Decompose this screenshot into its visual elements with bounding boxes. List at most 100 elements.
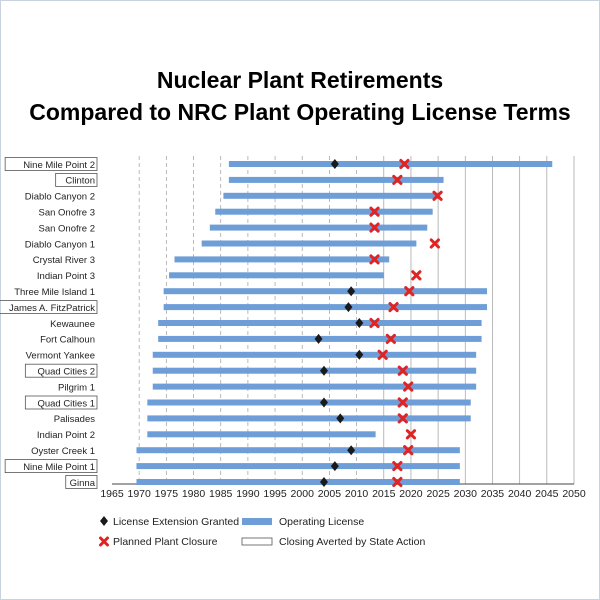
license-bar — [163, 288, 488, 295]
extension-marker — [319, 397, 328, 408]
closure-marker — [369, 317, 380, 329]
plant-row: Diablo Canyon 2 — [25, 190, 443, 203]
closure-stroke — [429, 238, 440, 249]
license-bar — [228, 176, 444, 183]
x-tick-label: 2040 — [508, 488, 532, 500]
x-tick-label: 2005 — [318, 488, 342, 500]
plant-label: San Onofre 2 — [38, 223, 95, 234]
plant-row: Crystal River 3 — [33, 254, 390, 266]
averted-box — [55, 172, 98, 187]
plant-row: Palisades — [54, 413, 471, 425]
license-bar — [169, 272, 384, 279]
closure-stroke — [369, 206, 380, 217]
extension-marker — [330, 159, 339, 169]
closure-stroke — [432, 190, 443, 201]
plant-rows: Nine Mile Point 2 Clinton Diablo Canyon 2 S… — [0, 157, 553, 489]
x-tick-label: 1990 — [236, 488, 260, 500]
license-bar — [147, 399, 471, 406]
chart-title-line-2: Compared to NRC Plant Operating License … — [29, 99, 571, 125]
x-tick-labels: 1965 1970 1975 1980 1985 1990 1995 2000 2005 2010… — [100, 488, 586, 500]
license-bar — [152, 383, 477, 390]
plant-label: Vermont Yankee — [26, 351, 95, 362]
closure-marker — [404, 286, 415, 297]
plant-label: Indian Point 3 — [37, 271, 95, 282]
plant-row: Nine Mile Point 1 — [4, 459, 460, 474]
closure-stroke — [403, 381, 414, 392]
chart-title: Nuclear Plant Retirements Compared to NR… — [0, 64, 600, 128]
closure-stroke — [397, 365, 408, 376]
averted-box — [65, 475, 98, 489]
plant-label: Clinton — [65, 176, 95, 187]
license-bar — [163, 304, 488, 311]
x-tick-label: 2020 — [399, 488, 423, 500]
plant-row: Fort Calhoun — [40, 333, 482, 346]
x-tick-label: 1985 — [209, 488, 233, 500]
plant-label: Kewaunee — [50, 319, 95, 330]
closure-marker — [397, 397, 408, 408]
plant-row: Oyster Creek 1 — [31, 445, 460, 457]
closure-stroke — [411, 270, 422, 281]
plant-label: Indian Point 2 — [37, 430, 95, 441]
closure-marker — [403, 381, 414, 392]
plant-label: Quad Cities 2 — [37, 367, 95, 378]
legend-extension-label: License Extension Granted — [113, 516, 239, 528]
averted-box — [4, 459, 98, 474]
plant-label: Pilgrim 1 — [58, 382, 95, 393]
closure-marker — [403, 445, 414, 456]
x-tick-label: 1995 — [263, 488, 287, 500]
license-bar — [152, 367, 477, 374]
plant-label: Oyster Creek 1 — [31, 446, 95, 457]
closure-stroke — [397, 397, 408, 408]
plant-row: San Onofre 2 — [38, 222, 428, 234]
plant-label: Fort Calhoun — [40, 335, 95, 346]
license-bar — [209, 224, 428, 231]
plant-label: James A. FitzPatrick — [9, 303, 95, 314]
closure-stroke — [369, 222, 380, 233]
legend-license-label: Operating License — [279, 516, 364, 528]
plant-label: San Onofre 3 — [38, 208, 95, 219]
closure-marker — [432, 190, 443, 201]
plant-label: Quad Cities 1 — [37, 398, 95, 409]
closure-stroke — [385, 333, 396, 344]
chart-title-line-1: Nuclear Plant Retirements — [156, 67, 444, 93]
x-tick-label: 1970 — [127, 488, 151, 500]
plant-label: Nine Mile Point 1 — [23, 462, 95, 473]
plant-row: Vermont Yankee — [26, 349, 477, 362]
extension-marker — [330, 461, 339, 472]
closure-stroke — [377, 349, 388, 360]
plant-row: Nine Mile Point 2 — [4, 157, 553, 171]
closure-marker — [392, 174, 403, 185]
extension-marker — [319, 477, 328, 487]
plant-row: Diablo Canyon 1 — [25, 238, 440, 250]
closure-marker — [397, 413, 408, 424]
x-tick-label: 1980 — [182, 488, 206, 500]
legend-averted-label: Closing Averted by State Action — [279, 536, 425, 548]
closure-stroke — [403, 445, 414, 456]
x-tick-label: 2035 — [481, 488, 505, 500]
plant-row: Three Mile Island 1 — [14, 286, 488, 298]
closure-stroke — [369, 317, 380, 329]
extension-marker — [314, 333, 323, 344]
plant-row: Quad Cities 1 — [24, 395, 471, 410]
x-tick-label: 2030 — [454, 488, 478, 500]
extension-marker — [355, 318, 364, 328]
license-bar — [136, 447, 460, 454]
closure-stroke — [392, 461, 403, 472]
extension-marker — [319, 365, 328, 376]
license-bar — [147, 415, 471, 422]
closure-marker — [392, 476, 403, 488]
plant-row: Indian Point 3 — [37, 270, 422, 282]
license-bar — [136, 479, 460, 485]
closure-stroke — [369, 254, 380, 265]
closure-stroke — [392, 174, 403, 185]
averted-box — [4, 157, 98, 171]
license-bar — [215, 208, 433, 215]
legend: License Extension Granted Operating Licen… — [99, 516, 425, 548]
x-tick-label: 2015 — [372, 488, 396, 500]
averted-box — [24, 363, 98, 378]
closure-marker — [397, 365, 408, 376]
x-tick-label: 1965 — [100, 488, 124, 500]
closure-stroke — [388, 302, 399, 313]
